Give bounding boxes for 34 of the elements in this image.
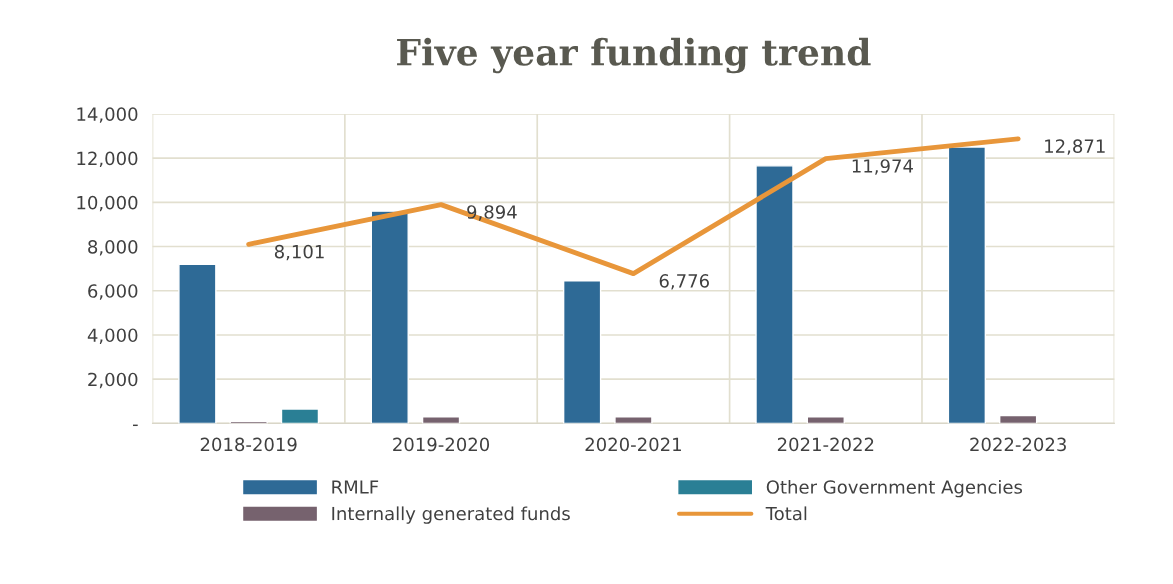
data-label: 12,871: [1045, 139, 1105, 155]
bar: [999, 414, 1038, 424]
y-tick-label: 6,000: [88, 284, 138, 300]
y-tick-label: 10,000: [77, 195, 138, 212]
bar: [421, 416, 461, 424]
legend-label: Internally generated funds: [332, 506, 570, 524]
x-tick-label: 2022-2023: [970, 437, 1066, 452]
x-tick-label: 2019-2020: [393, 437, 490, 452]
data-label: 9,894: [467, 205, 517, 221]
legend-label: Total: [765, 506, 807, 521]
x-tick-label: 2021-2022: [777, 437, 874, 452]
bar: [280, 408, 320, 424]
bar: [370, 210, 409, 424]
bar: [947, 146, 987, 424]
bar: [562, 280, 602, 424]
bar: [178, 263, 217, 424]
data-label: 8,101: [274, 244, 324, 261]
bar: [806, 416, 845, 424]
bar: [229, 420, 268, 424]
data-label: 6,776: [659, 274, 709, 290]
chart-title: Five year funding trend: [397, 37, 871, 74]
y-tick-label: 8,000: [88, 239, 138, 256]
y-tick-label: 4,000: [87, 328, 138, 344]
y-tick-label: -: [132, 424, 138, 427]
x-tick-label: 2020-2021: [585, 437, 681, 452]
bar: [755, 165, 794, 424]
y-tick-label: 12,000: [77, 151, 138, 168]
bar: [614, 416, 653, 424]
y-tick-label: 2,000: [88, 372, 138, 389]
y-tick-label: 14,000: [77, 107, 138, 123]
legend-label: RMLF: [332, 480, 379, 494]
data-label: 11,974: [852, 159, 913, 175]
x-tick-label: 2018-2019: [200, 437, 297, 452]
legend-label: Other Government Agencies: [766, 479, 1023, 498]
